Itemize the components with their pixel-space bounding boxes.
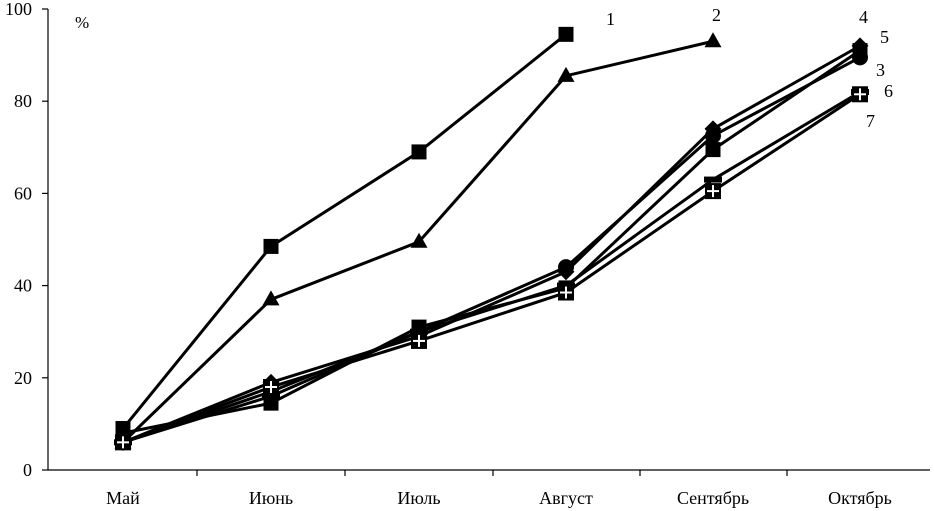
y-tick-label: 40 [14, 276, 32, 296]
data-point-marker [263, 395, 279, 411]
data-point-marker [557, 263, 575, 281]
data-point-marker [705, 142, 721, 158]
y-tick-label: 0 [23, 460, 32, 480]
series-label-3: 3 [876, 60, 885, 80]
series-label-6: 6 [884, 81, 893, 101]
series-label-7: 7 [866, 111, 875, 131]
series-label-2: 2 [712, 5, 721, 25]
x-ticks: Май Июнь Июль Август Сентябрь Октябрь [106, 470, 892, 508]
series-4 [114, 37, 869, 451]
y-axis-label: % [75, 13, 89, 32]
x-tick-label: Июнь [249, 488, 293, 508]
series-1 [115, 26, 574, 437]
x-tick-label: Август [539, 488, 593, 508]
y-tick-label: 20 [14, 368, 32, 388]
x-tick-label: Май [106, 488, 140, 508]
x-tick-label: Сентябрь [677, 488, 749, 508]
y-tick-label: 80 [14, 91, 32, 111]
series-6 [114, 88, 869, 446]
data-point-marker [704, 32, 722, 48]
y-tick-label: 60 [14, 183, 32, 203]
data-point-marker [558, 26, 574, 42]
y-tick-label: 100 [5, 0, 32, 19]
data-point-marker [410, 328, 428, 335]
data-point-marker [704, 176, 722, 183]
series-line-3 [122, 56, 861, 444]
series-group [114, 26, 869, 451]
series-label-5: 5 [880, 27, 889, 47]
series-7 [115, 86, 868, 451]
data-point-marker [263, 379, 279, 396]
data-point-marker [410, 232, 428, 248]
data-point-marker [115, 434, 131, 451]
x-tick-label: Июль [397, 488, 440, 508]
data-point-marker [852, 42, 868, 58]
x-tick-label: Октябрь [828, 488, 892, 508]
data-point-marker [704, 120, 722, 138]
data-point-marker [852, 86, 868, 103]
series-line-1 [121, 33, 567, 430]
data-point-marker [262, 393, 280, 400]
series-5 [115, 42, 868, 441]
series-line-4 [122, 44, 861, 444]
data-point-marker [411, 332, 427, 349]
data-point-marker [262, 290, 280, 306]
y-ticks: 0 20 40 60 80 100 [5, 0, 48, 480]
data-point-marker [557, 66, 575, 82]
series-label-4: 4 [859, 7, 868, 27]
data-point-marker [263, 238, 279, 254]
series-line-6 [122, 90, 861, 444]
series-3 [115, 49, 868, 451]
series-label-1: 1 [606, 9, 615, 29]
series-line-7 [122, 93, 861, 444]
data-point-marker [705, 183, 721, 200]
axes [47, 9, 930, 471]
data-point-marker [411, 144, 427, 160]
data-point-marker [558, 284, 574, 301]
